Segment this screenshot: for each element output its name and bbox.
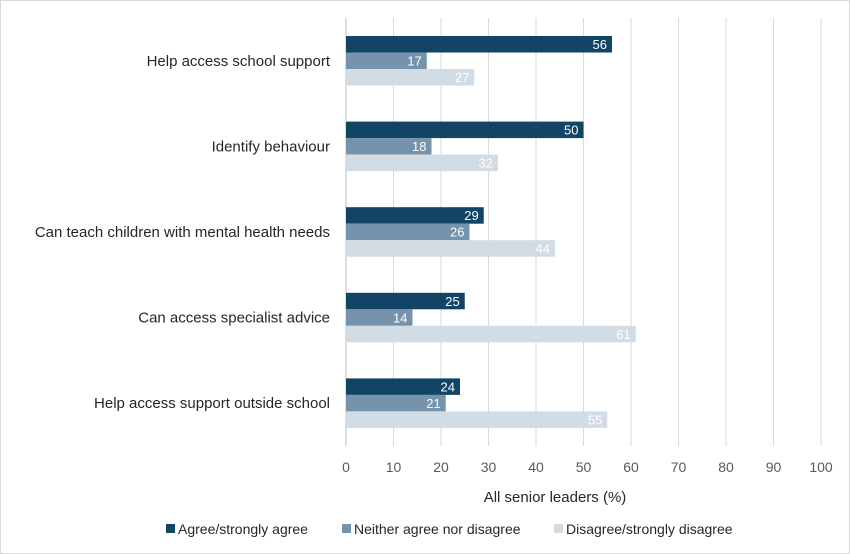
- bar-3-2: [346, 154, 498, 172]
- legend-swatch: [554, 524, 563, 533]
- legend-swatch: [166, 524, 175, 533]
- bar-1-3: [346, 207, 484, 224]
- x-tick-label: 80: [718, 459, 734, 475]
- data-label: 29: [464, 208, 478, 223]
- x-tick-label: 100: [809, 459, 833, 475]
- data-label: 56: [593, 37, 607, 52]
- category-label: Help access school support: [147, 53, 331, 70]
- category-label: Can access specialist advice: [138, 310, 330, 327]
- data-label: 25: [445, 294, 459, 309]
- data-label: 17: [407, 54, 421, 69]
- legend-label: Neither agree nor disagree: [354, 521, 521, 537]
- x-tick-label: 40: [528, 459, 544, 475]
- x-tick-labels: 0 10 20 30 40 50 60 70 80 90 100: [342, 459, 833, 475]
- x-tick-label: 30: [481, 459, 497, 475]
- bar-2-4: [346, 309, 413, 326]
- x-tick-label: 0: [342, 459, 350, 475]
- data-label: 14: [393, 310, 407, 325]
- x-axis-title: All senior leaders (%): [484, 489, 627, 506]
- data-label: 24: [441, 379, 455, 394]
- x-tick-label: 70: [671, 459, 687, 475]
- data-label: 27: [455, 70, 469, 85]
- data-label: 18: [412, 139, 426, 154]
- data-label: 61: [616, 327, 630, 342]
- gridlines: [345, 18, 822, 446]
- x-tick-label: 90: [766, 459, 782, 475]
- bar-2-2: [346, 138, 432, 155]
- legend-label: Disagree/strongly disagree: [566, 521, 733, 537]
- legend: Agree/strongly agree Neither agree nor di…: [166, 521, 733, 537]
- x-tick-label: 50: [576, 459, 592, 475]
- bar-2-1: [346, 52, 427, 69]
- data-label: 50: [564, 123, 578, 138]
- category-label: Help access support outside school: [94, 395, 330, 412]
- bar-3-4: [346, 325, 636, 343]
- legend-swatch: [342, 524, 351, 533]
- bar-2-3: [346, 223, 470, 241]
- data-label: 21: [426, 396, 440, 411]
- x-tick-label: 10: [386, 459, 402, 475]
- bar-3-1: [346, 69, 475, 86]
- data-label: 55: [588, 412, 602, 427]
- bar-1-5: [346, 378, 460, 395]
- bar-1-4: [346, 292, 465, 310]
- bar-2-5: [346, 394, 446, 412]
- data-label: 26: [450, 225, 464, 240]
- category-labels: Help access school support Identify behav…: [35, 53, 331, 412]
- x-tick-label: 60: [623, 459, 639, 475]
- bar-3-3: [346, 240, 555, 257]
- category-label: Can teach children with mental health ne…: [35, 224, 330, 241]
- bar-1-2: [346, 121, 584, 139]
- bar-3-5: [346, 411, 608, 428]
- bar-1-1: [346, 36, 612, 53]
- category-label: Identify behaviour: [212, 138, 330, 155]
- x-tick-label: 20: [433, 459, 449, 475]
- legend-label: Agree/strongly agree: [178, 521, 308, 537]
- data-label: 32: [479, 156, 493, 171]
- data-label: 44: [536, 241, 550, 256]
